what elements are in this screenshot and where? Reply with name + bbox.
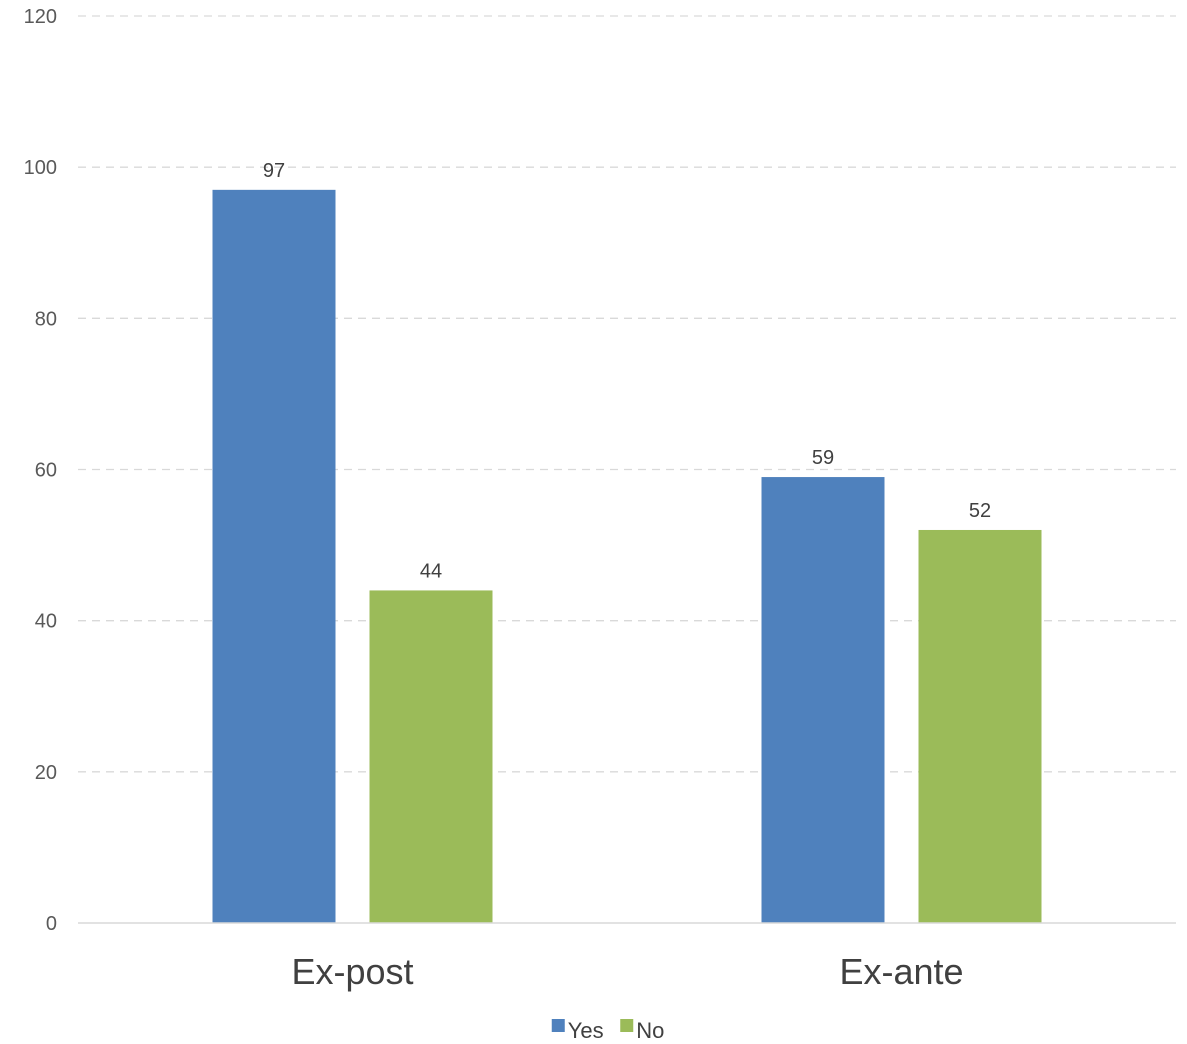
y-tick-label-120: 120 (24, 6, 57, 28)
y-tick-label-0: 0 (46, 913, 57, 935)
category-label-ex-ante: Ex-ante (839, 951, 963, 992)
category-label-ex-post: Ex-post (291, 951, 413, 992)
legend-label-no: No (636, 1018, 664, 1043)
legend-swatch-no (620, 1019, 634, 1032)
legend: Yes No (551, 1018, 664, 1043)
y-tick-label-80: 80 (35, 308, 57, 330)
data-label-yes-ex-ante: 59 (812, 447, 834, 469)
data-label-no-ex-post: 44 (420, 560, 442, 582)
y-tick-label-40: 40 (35, 611, 57, 633)
data-labels: 97 44 59 52 (263, 160, 991, 583)
legend-swatch-yes (551, 1019, 565, 1032)
y-tick-label-100: 100 (24, 157, 57, 179)
bars (212, 189, 1042, 923)
bar-no-ex-post (369, 590, 493, 923)
x-axis-category-labels: Ex-post Ex-ante (291, 951, 963, 992)
legend-label-yes: Yes (568, 1018, 604, 1043)
y-axis-tick-labels: 0 20 40 60 80 100 120 (24, 6, 57, 935)
y-tick-label-20: 20 (35, 762, 57, 784)
bar-yes-ex-ante (761, 477, 885, 923)
bar-no-ex-ante (918, 529, 1042, 923)
data-label-no-ex-ante: 52 (969, 500, 991, 522)
bar-yes-ex-post (212, 189, 336, 923)
y-tick-label-60: 60 (35, 460, 57, 482)
data-label-yes-ex-post: 97 (263, 160, 285, 182)
